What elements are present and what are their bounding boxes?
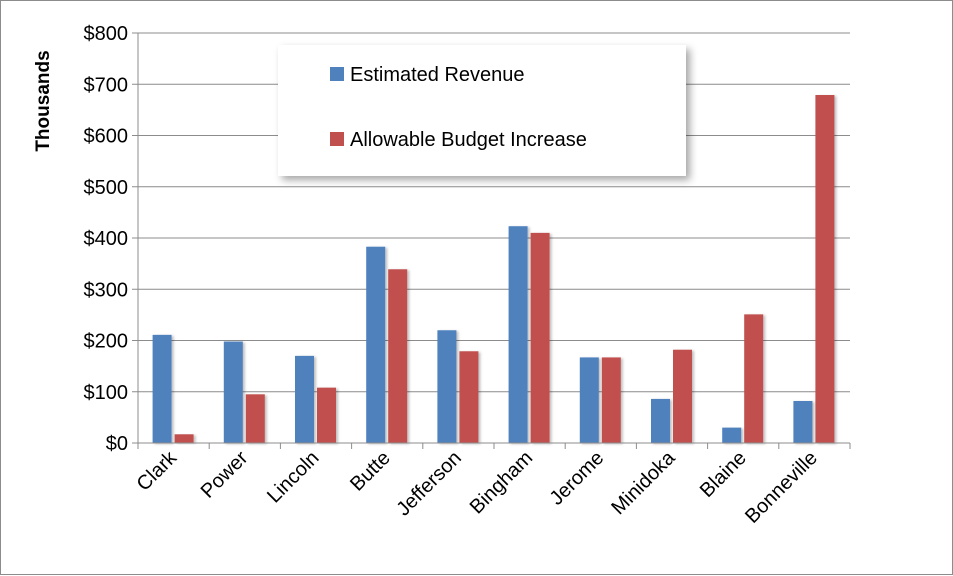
x-tick-label: Butte	[346, 447, 395, 496]
bar-allowable-budget-increase-jerome	[601, 357, 621, 443]
y-tick-label: $800	[84, 23, 129, 45]
x-tick-label: Power	[197, 447, 253, 503]
bar-allowable-budget-increase-clark	[174, 434, 194, 443]
bar-allowable-budget-increase-blaine	[744, 314, 764, 443]
bar-estimated-revenue-jerome	[579, 357, 599, 443]
bar-estimated-revenue-power	[223, 341, 243, 443]
y-tick-label: $600	[84, 126, 129, 148]
y-tick-label: $0	[106, 433, 128, 455]
y-tick-label: $200	[84, 331, 129, 353]
bar-estimated-revenue-bingham	[508, 226, 528, 443]
x-tick-label: Minidoka	[607, 446, 680, 519]
legend-entry: Allowable Budget Increase	[350, 129, 587, 151]
bar-estimated-revenue-clark	[152, 334, 172, 443]
legend-swatch	[330, 132, 344, 146]
bar-estimated-revenue-butte	[366, 246, 386, 443]
bar-allowable-budget-increase-butte	[388, 269, 408, 443]
bar-estimated-revenue-lincoln	[295, 355, 314, 443]
bar-allowable-budget-increase-bonneville	[815, 95, 835, 443]
bar-allowable-budget-increase-bingham	[530, 232, 550, 443]
legend-box	[278, 45, 686, 176]
y-tick-label: $400	[84, 228, 129, 250]
bar-estimated-revenue-minidoka	[651, 398, 670, 443]
bar-estimated-revenue-bonneville	[793, 400, 813, 443]
y-axis-label: Thousands	[33, 50, 54, 151]
legend-entry: Estimated Revenue	[350, 64, 525, 86]
axes	[137, 33, 851, 449]
bar-allowable-budget-increase-jefferson	[459, 351, 479, 443]
legend: Estimated Revenue Allowable Budget Increa…	[278, 45, 686, 176]
y-tick-label: $700	[84, 74, 129, 96]
x-tick-label: Bonneville	[741, 447, 822, 528]
bar-allowable-budget-increase-minidoka	[673, 349, 692, 443]
bar-estimated-revenue-jefferson	[437, 330, 457, 443]
x-tick-label: Jerome	[546, 447, 609, 510]
x-tick-label: Blaine	[696, 447, 751, 502]
y-tick-label: $100	[84, 382, 129, 404]
x-tick-label: Jefferson	[392, 447, 465, 520]
y-tick-label: $300	[84, 279, 129, 301]
bars	[152, 95, 835, 443]
bar-allowable-budget-increase-lincoln	[317, 387, 336, 443]
y-axis-tick-labels: $0 $100 $200 $300 $400 $500 $600 $700 $800	[84, 23, 129, 455]
legend-swatch	[330, 67, 344, 81]
x-tick-label: Bingham	[466, 447, 537, 518]
bar-allowable-budget-increase-power	[245, 394, 265, 443]
bar-estimated-revenue-blaine	[722, 427, 742, 443]
x-tick-label: Clark	[133, 446, 182, 495]
y-tick-label: $500	[84, 177, 129, 199]
x-tick-label: Lincoln	[263, 447, 323, 507]
